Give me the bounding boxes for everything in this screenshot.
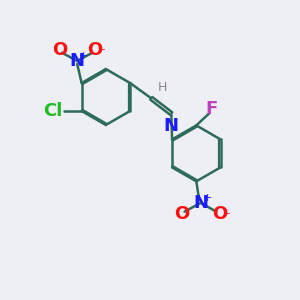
Text: O: O [87,41,103,59]
Text: O: O [52,41,67,59]
Text: ⁻: ⁻ [223,209,231,224]
Text: O: O [212,205,227,223]
Text: N: N [193,194,208,212]
Text: ⁻: ⁻ [98,45,106,60]
Text: N: N [164,117,179,135]
Text: +: + [203,193,212,202]
Text: F: F [205,100,217,118]
Text: O: O [174,205,189,223]
Text: +: + [79,51,88,61]
Text: H: H [158,81,167,94]
Text: N: N [70,52,85,70]
Text: Cl: Cl [43,102,62,120]
